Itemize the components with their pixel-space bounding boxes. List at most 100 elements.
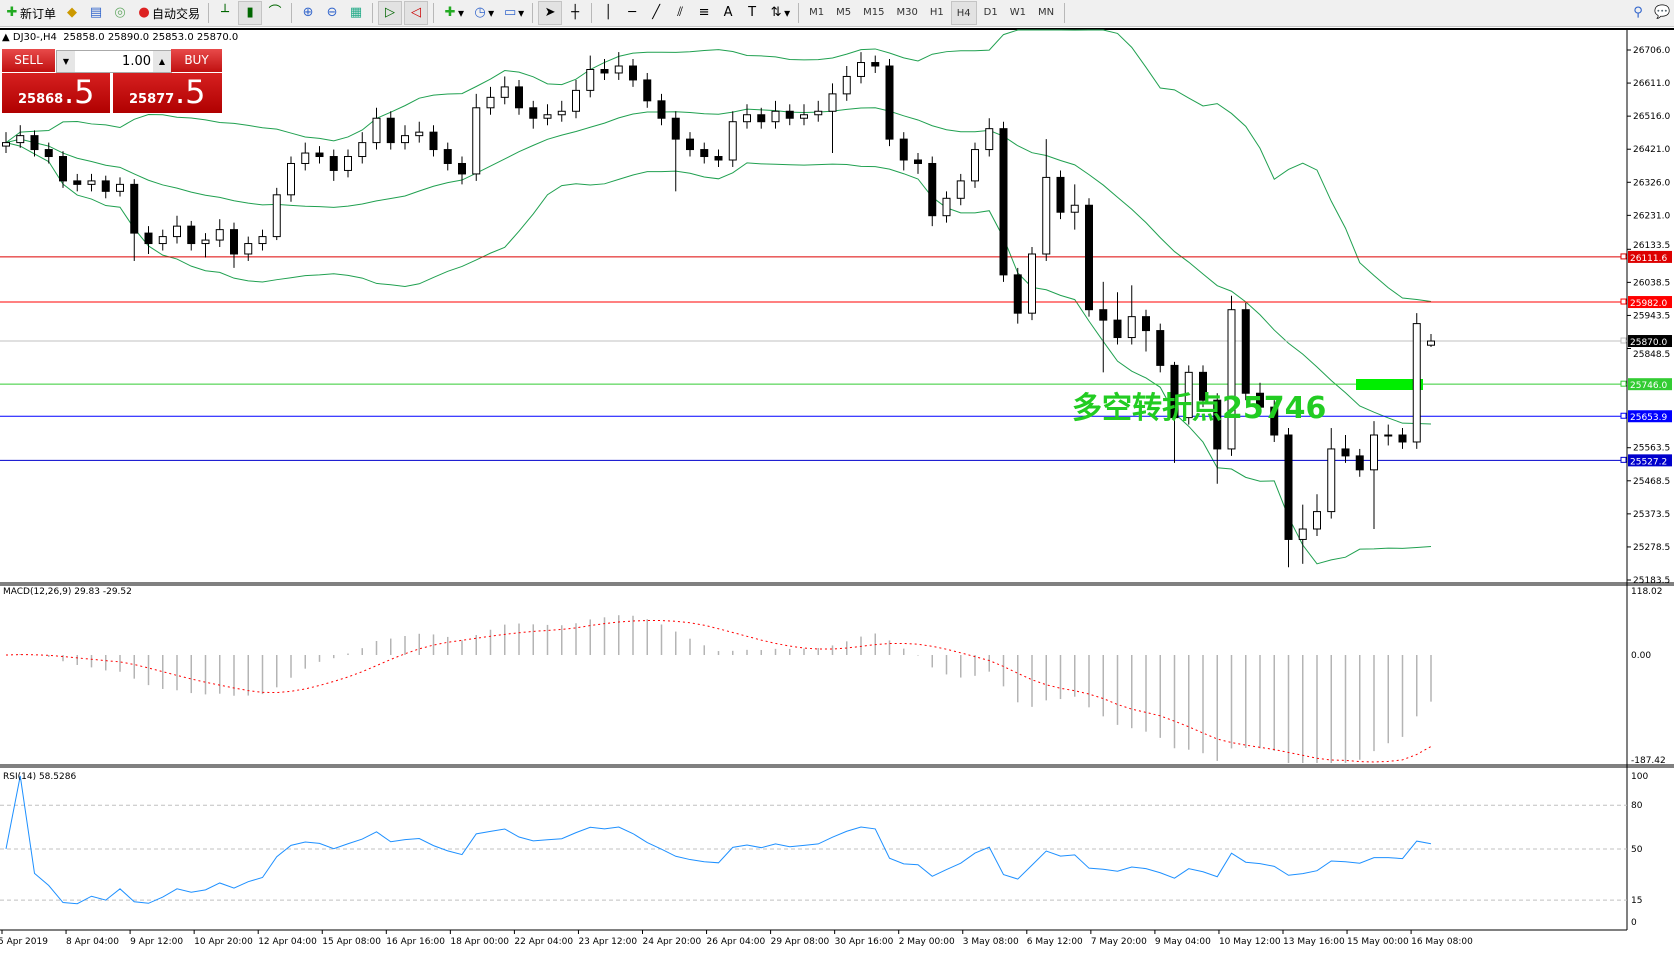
bear-candle [529,107,538,119]
rsi-line [5,775,1432,905]
vertical-line-icon: │ [604,5,613,20]
buy-button[interactable]: BUY [171,49,222,72]
bull-candle [287,162,295,196]
line-price-label: 25982.0 [1630,299,1667,309]
bull-candle [16,135,25,144]
separator [1064,3,1066,23]
timeframe-m30[interactable]: M30 [896,6,918,18]
arrows-button[interactable]: ⇅ ▾ [765,2,793,24]
bear-candle [1241,309,1250,394]
bull-candle [2,142,10,147]
fibonacci-button[interactable]: ≡ [693,2,715,24]
crosshair-button[interactable]: ┼ [564,2,586,24]
bear-candle [443,149,452,164]
separator [532,3,534,23]
time-tick-label: 5 Apr 2019 [0,937,48,947]
price-tick-label: 26133.5 [1633,241,1670,251]
chart-shift-button[interactable]: ◁ [404,1,429,25]
cursor-button[interactable]: ➤ [538,1,563,25]
bar-chart-button[interactable]: ┴ [214,2,236,24]
chat-icon: 💬 [1654,5,1671,20]
auto-scroll-button[interactable]: ▷ [378,1,403,25]
bear-candle [928,162,937,217]
bull-candle [1427,340,1435,346]
lot-size-stepper[interactable]: ▼ 1.00 ▲ [56,50,172,73]
periods-button[interactable]: ◷ ▾ [469,2,497,24]
time-tick-label: 15 Apr 08:00 [322,937,381,947]
zoom-in-icon: ⊕ [302,5,314,20]
lot-size-input[interactable]: 1.00 [122,54,151,69]
line-chart-button[interactable]: ⌒ [264,2,286,24]
text-label-button[interactable]: T [741,2,763,24]
bull-candle [771,110,780,123]
auto-trading-button[interactable]: ● 自动交易 [133,2,203,24]
timeframe-h4[interactable]: H4 [950,1,977,25]
timeframe-m1[interactable]: M1 [809,6,825,18]
sell-button[interactable]: SELL [2,49,55,72]
new-order-button[interactable]: ✚ 新订单 [1,2,59,24]
zoom-out-button[interactable]: ⊖ [321,2,343,24]
lot-increase-button[interactable]: ▲ [153,51,171,72]
candlestick-icon: ▮ [246,5,254,20]
line-price-badge [1628,378,1672,391]
bear-candle [914,159,922,164]
timeframe-m5[interactable]: M5 [836,6,852,18]
timeframe-w1[interactable]: W1 [1009,6,1026,18]
horizontal-line-button[interactable]: ─ [621,2,643,24]
crosshair-icon: ┼ [571,5,580,20]
vertical-line-button[interactable]: │ [597,2,619,24]
signals-button[interactable]: ◎ [109,2,131,24]
buy-price-button[interactable]: 25877.5 [113,73,222,113]
bear-candle [1270,406,1279,436]
bull-candle [1313,511,1321,530]
bear-candle [1013,274,1022,314]
bull-candle [857,62,865,77]
chat-button[interactable]: 💬 [1651,2,1673,24]
timeframe-m15[interactable]: M15 [863,6,885,18]
bear-candle [1056,176,1065,213]
line-chart-icon: ⌒ [268,5,282,20]
indicators-button[interactable]: ✚ ▾ [439,2,467,24]
time-tick-label: 18 Apr 00:00 [450,937,509,947]
bear-candle [1341,448,1350,457]
bear-candle [101,180,110,192]
trendline-icon: ╱ [652,5,661,20]
line-handle [1620,380,1627,387]
market-watch-button[interactable]: ◆ [61,2,83,24]
navigator-button[interactable]: ▤ [85,2,107,24]
trendline-button[interactable]: ╱ [645,2,667,24]
chart-window[interactable] [0,28,1674,955]
templates-button[interactable]: ▭ ▾ [503,5,525,20]
pivot-annotation: 多空转折点25746 [1072,391,1327,426]
bear-candle [1099,309,1108,321]
tile-windows-button[interactable]: ▦ [345,2,367,24]
ohlc-readout: 25858.0 25890.0 25853.0 25870.0 [63,32,239,43]
sell-price-button[interactable]: 25868.5 [2,73,110,113]
bear-candle [30,135,39,151]
bull-candle [1298,528,1307,540]
timeframe-mn[interactable]: MN [1037,6,1055,18]
time-tick-label: 16 May 08:00 [1411,937,1473,947]
bear-candle [757,114,766,123]
bear-candle [1284,434,1293,540]
search-button[interactable]: ⚲ [1627,2,1649,24]
bull-candle [372,117,381,144]
bull-candle [971,149,979,182]
candlestick-button[interactable]: ▮ [238,1,263,25]
bear-candle [629,65,637,81]
text-button[interactable]: A [717,2,739,24]
bollinger-upper-band [5,29,1432,303]
bear-candle [1085,204,1093,311]
lot-decrease-button[interactable]: ▼ [57,51,75,72]
cursor-icon: ➤ [544,5,556,20]
price-tick-label: 26516.0 [1633,112,1670,122]
equidistant-channel-button[interactable]: ⫽ [669,2,691,24]
rsi-tick-label: 80 [1631,801,1643,811]
bear-candle [1156,330,1165,366]
bear-candle [144,232,153,245]
timeframe-h1[interactable]: H1 [929,6,944,18]
zoom-in-button[interactable]: ⊕ [297,2,319,24]
timeframe-d1[interactable]: D1 [983,6,998,18]
price-tick-label: 26706.0 [1633,46,1670,56]
